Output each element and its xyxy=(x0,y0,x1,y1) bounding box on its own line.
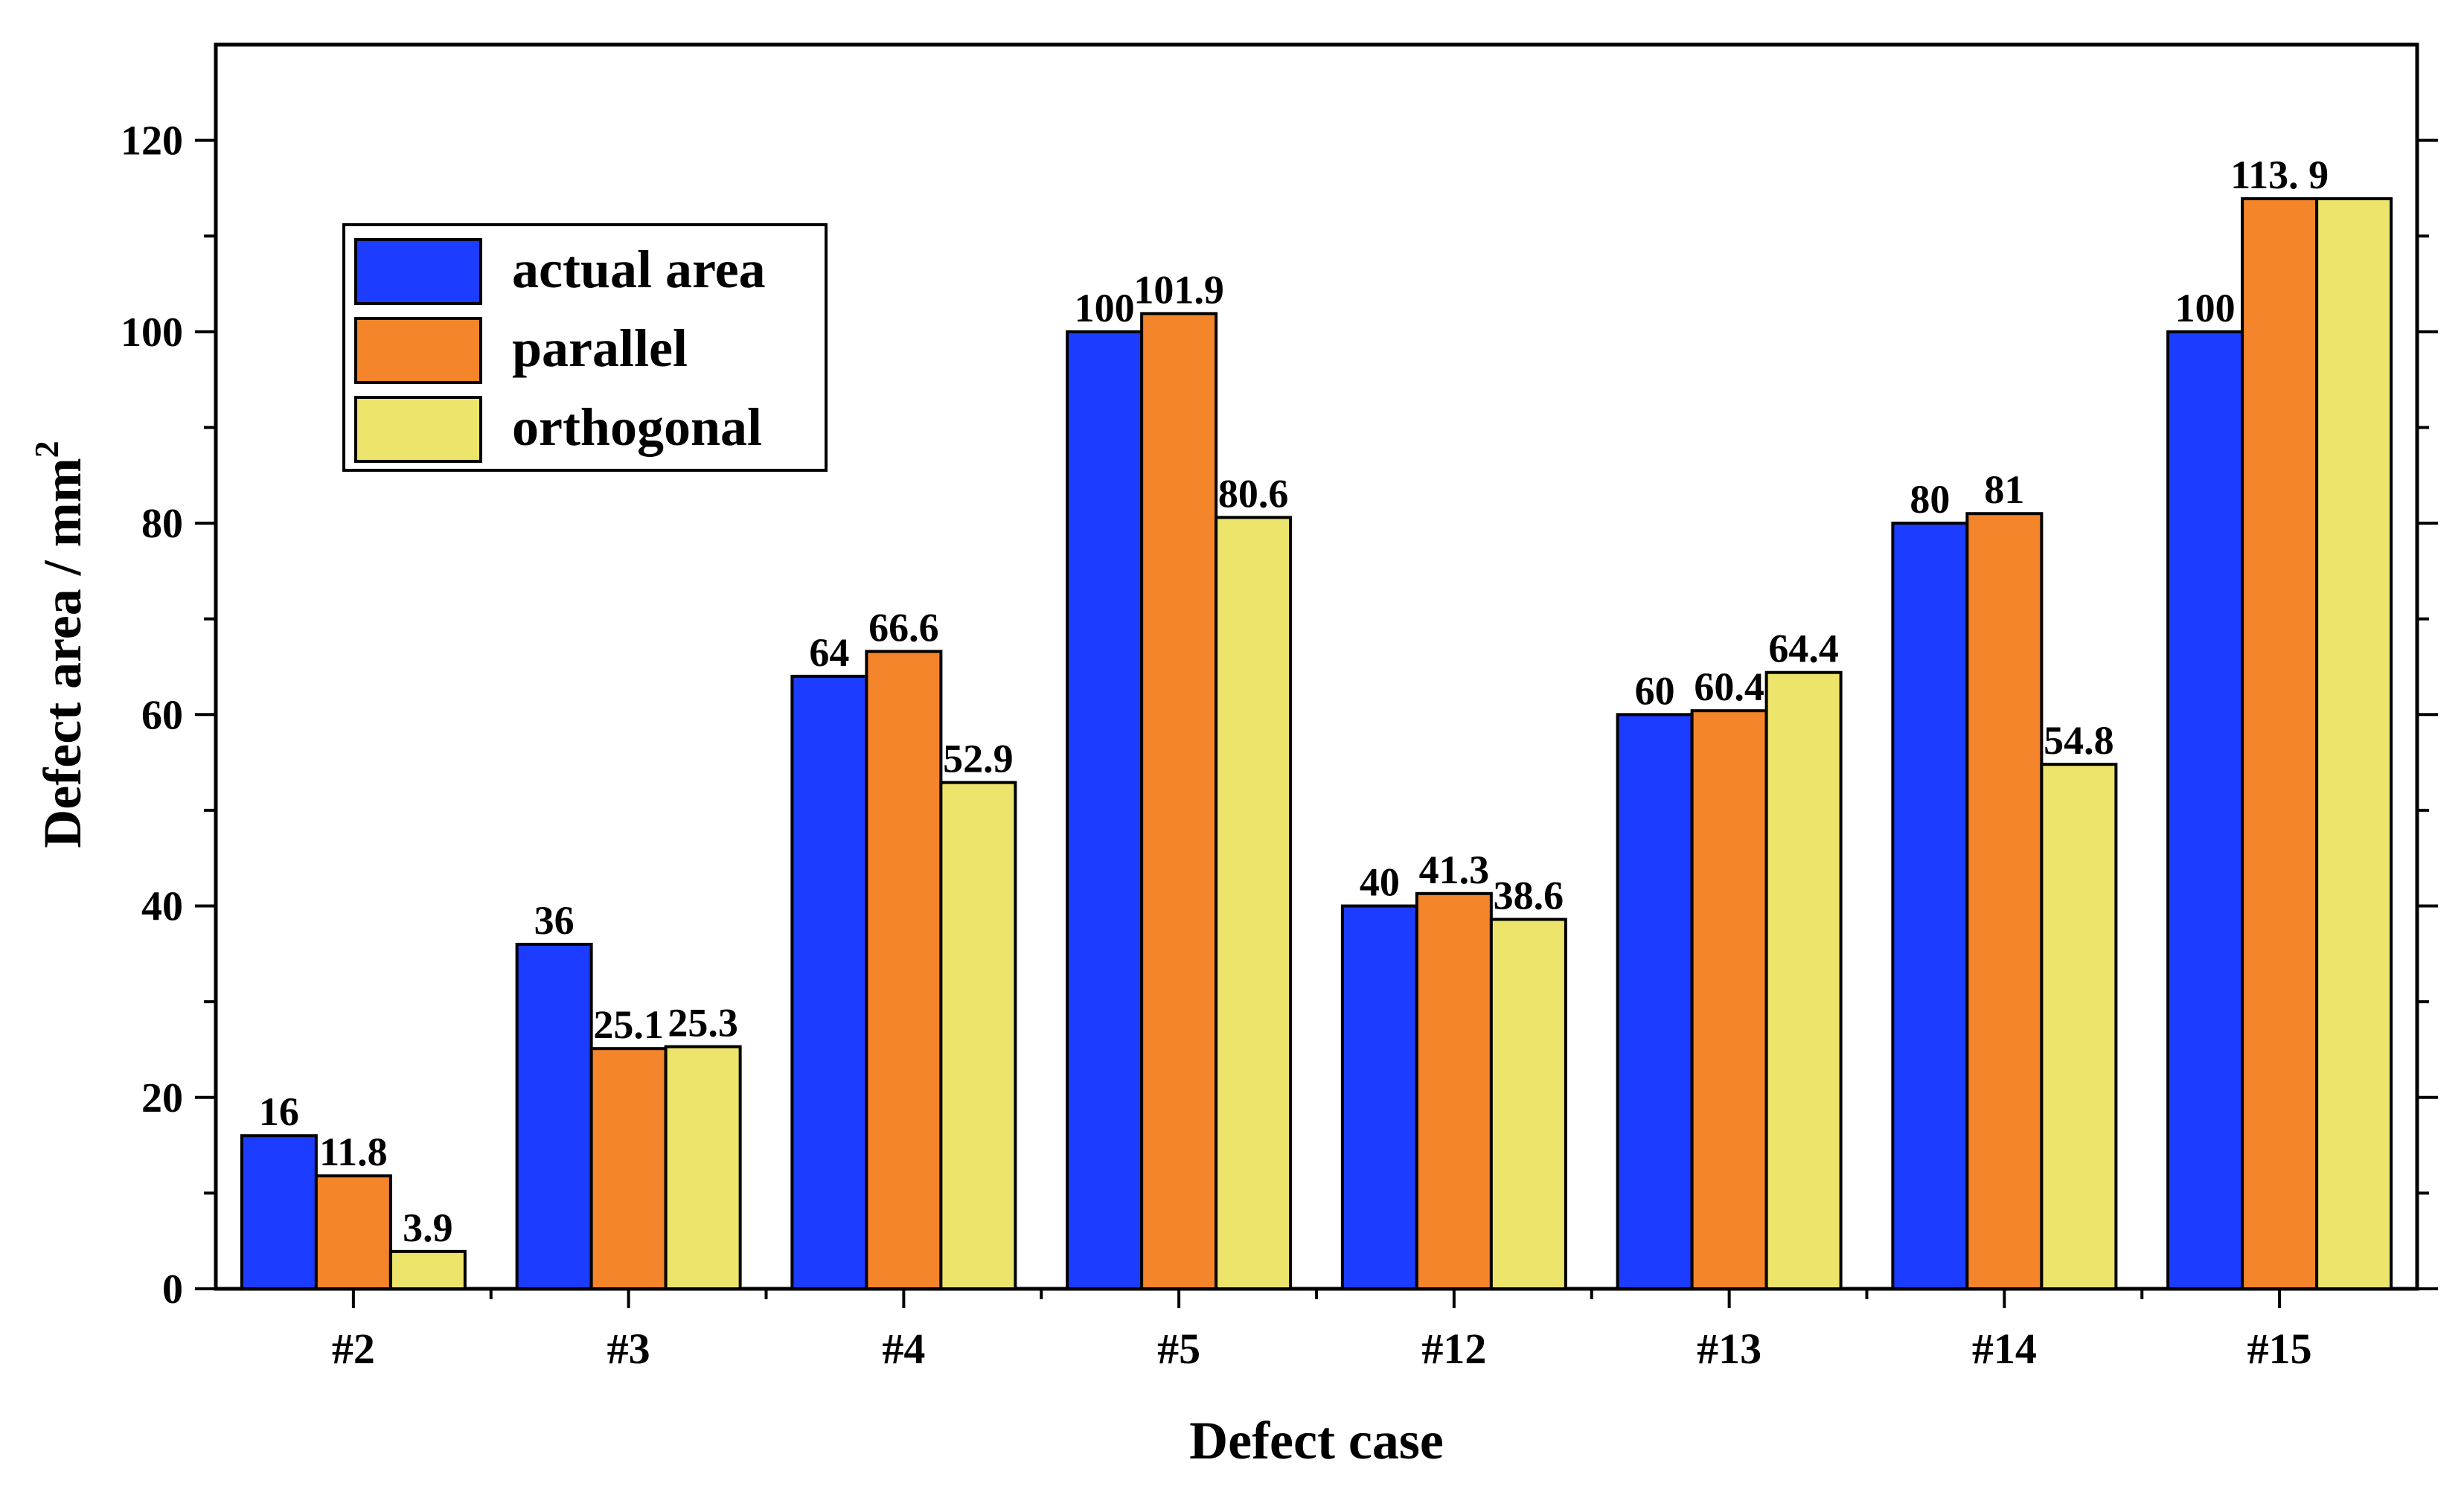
data-label: 25.1 xyxy=(593,1002,664,1047)
legend-label: orthogonal xyxy=(512,397,762,457)
y-tick-label: 0 xyxy=(162,1266,183,1313)
bar-actual-area-15 xyxy=(2166,330,2244,1290)
y-tick-label: 100 xyxy=(121,310,183,356)
legend: actual area parallel orthogonal xyxy=(342,223,828,472)
bar-orthogonal-2 xyxy=(388,1249,467,1290)
x-tick-label: #14 xyxy=(1972,1325,2037,1373)
bar-actual-area-12 xyxy=(1340,904,1418,1290)
bar-actual-area-5 xyxy=(1066,330,1144,1290)
data-label: 60.4 xyxy=(1694,664,1764,709)
bar-actual-area-14 xyxy=(1891,522,1969,1290)
bar-parallel-3 xyxy=(589,1047,668,1291)
bar-actual-area-3 xyxy=(515,942,593,1290)
data-label: 80 xyxy=(1910,477,1950,522)
x-tick-label: #15 xyxy=(2247,1325,2312,1373)
bar-orthogonal-5 xyxy=(1215,516,1293,1290)
data-label: 11.8 xyxy=(319,1130,388,1174)
x-tick-label: #4 xyxy=(882,1325,925,1373)
bar-orthogonal-15 xyxy=(2315,197,2393,1290)
data-label: 54.8 xyxy=(2044,718,2114,763)
data-label: 3.9 xyxy=(403,1205,453,1250)
legend-label: parallel xyxy=(512,318,688,378)
data-label: 64 xyxy=(809,630,849,675)
bar-parallel-2 xyxy=(314,1174,392,1291)
data-label: 100 xyxy=(2175,286,2236,330)
data-label: 36 xyxy=(534,898,575,943)
data-label: 101.9 xyxy=(1133,267,1224,312)
bar-orthogonal-12 xyxy=(1489,917,1567,1290)
bar-parallel-14 xyxy=(1965,512,2044,1291)
x-axis-title: Defect case xyxy=(1189,1411,1444,1470)
x-tick-label: #2 xyxy=(332,1325,375,1373)
data-label: 40 xyxy=(1360,860,1400,905)
bar-orthogonal-4 xyxy=(939,781,1017,1290)
y-axis-title-main: Defect area / mm xyxy=(33,458,92,848)
y-axis-title-superscript: 2 xyxy=(28,441,65,458)
data-label: 16 xyxy=(259,1089,299,1134)
y-tick-label: 60 xyxy=(141,692,183,738)
bar-orthogonal-3 xyxy=(664,1045,742,1290)
y-tick-label: 80 xyxy=(141,501,183,547)
y-tick-label: 40 xyxy=(141,884,183,930)
data-label: 60 xyxy=(1635,668,1675,713)
legend-label: actual area xyxy=(512,240,766,299)
data-label: 25.3 xyxy=(668,1001,738,1045)
bar-actual-area-4 xyxy=(790,674,868,1290)
data-label: 66.6 xyxy=(868,605,939,650)
x-tick-label: #12 xyxy=(1421,1325,1486,1373)
x-tick-label: #13 xyxy=(1697,1325,1761,1373)
bar-parallel-13 xyxy=(1690,709,1768,1290)
data-label: 38.6 xyxy=(1494,874,1564,918)
axes: 0 20 40 60 80 100 120 #2 #3 #4 #5 #12 #13 #14 #15 Defec… xyxy=(28,118,2438,1470)
data-label: 52.9 xyxy=(943,737,1014,781)
data-label: 41.3 xyxy=(1419,848,1490,892)
bar-actual-area-2 xyxy=(240,1134,318,1290)
y-tick-label: 120 xyxy=(121,118,183,164)
legend-swatch-actual-area xyxy=(354,238,482,305)
data-label: 113. 9 xyxy=(2230,153,2329,197)
bar-parallel-4 xyxy=(865,650,943,1290)
data-label: 81 xyxy=(1984,467,2024,512)
bar-orthogonal-14 xyxy=(2040,763,2118,1291)
bar-orthogonal-13 xyxy=(1764,670,1843,1290)
bar-parallel-15 xyxy=(2241,197,2319,1290)
bar-actual-area-13 xyxy=(1616,713,1694,1290)
x-tick-label: #3 xyxy=(607,1325,650,1373)
legend-swatch-parallel xyxy=(354,317,482,384)
x-tick-label: #5 xyxy=(1157,1325,1200,1373)
data-label: 80.6 xyxy=(1218,471,1289,516)
bar-parallel-12 xyxy=(1415,891,1493,1290)
bars xyxy=(240,197,2393,1291)
legend-swatch-orthogonal xyxy=(354,396,482,463)
y-tick-label: 20 xyxy=(141,1075,183,1121)
y-axis-title: Defect area / mm2 xyxy=(28,441,92,848)
bar-parallel-5 xyxy=(1140,312,1218,1291)
data-label: 100 xyxy=(1075,286,1135,330)
data-label: 64.4 xyxy=(1768,627,1839,671)
